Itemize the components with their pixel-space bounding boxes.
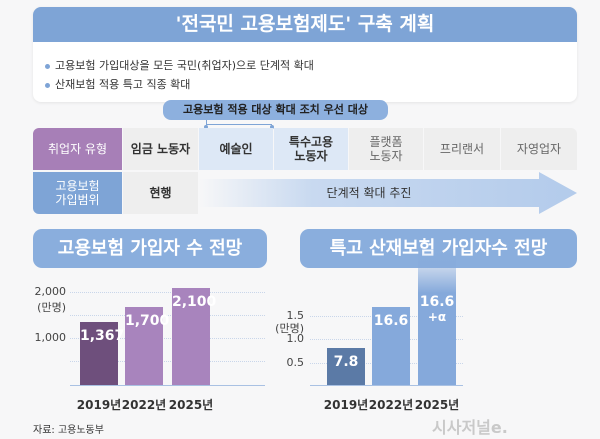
- bar-label: 16.6: [419, 294, 455, 310]
- y-unit: (만명): [37, 301, 66, 314]
- bar-label: 1,700: [125, 312, 170, 329]
- current-cell: 현행: [123, 172, 198, 214]
- type-cell: 프리랜서: [424, 128, 500, 170]
- plan-panel: '전국민 고용보험제도' 구축 계획 고용보험 가입대상을 모든 국민(취업자)…: [33, 7, 577, 102]
- y-tick: 2,000: [34, 285, 67, 298]
- bar-label: 2,100: [172, 294, 217, 311]
- bar: 16.6: [372, 306, 410, 385]
- y-tick: 1.0: [286, 332, 305, 345]
- x-tick: 2019년: [76, 398, 122, 412]
- gridline: [70, 361, 265, 362]
- watermark: 시사저널e.: [432, 418, 508, 437]
- bullet-item: 고용보험 가입대상을 모든 국민(취업자)으로 단계적 확대: [45, 57, 314, 73]
- bar-label: 1,367: [80, 328, 125, 345]
- expansion-arrow: [199, 172, 577, 214]
- type-cell: 자영업자: [501, 128, 577, 170]
- connector: [206, 120, 207, 125]
- bar-extra-label: +α: [427, 310, 447, 324]
- type-cell: 예술인: [199, 128, 273, 170]
- type-cell: 플랫폼 노동자: [349, 128, 423, 170]
- bar-label: 16.6: [373, 312, 409, 329]
- x-tick: 2022년: [121, 398, 167, 412]
- x-axis: [70, 385, 265, 386]
- x-tick: 2022년: [368, 398, 414, 412]
- connector-dot: [270, 125, 274, 129]
- bullet-item: 산재보험 적용 특고 직종 확대: [45, 76, 190, 92]
- connector: [206, 124, 272, 125]
- bar: 16.6 +α: [418, 248, 456, 385]
- y-tick: 0.5: [286, 356, 305, 369]
- bar-label: 7.8: [333, 354, 359, 371]
- bar: 2,100: [172, 288, 217, 385]
- row-header-scope: 고용보험 가입범위: [33, 172, 122, 214]
- gridline: [70, 315, 265, 316]
- gridline: [70, 292, 265, 293]
- priority-label: 고용보험 적용 대상 확대 조치 우선 대상: [163, 100, 388, 120]
- x-tick: 2019년: [323, 398, 369, 412]
- y-tick: 1.5: [286, 309, 305, 322]
- row-header-type: 취업자 유형: [33, 128, 122, 170]
- y-tick: 1,000: [34, 331, 67, 344]
- x-axis: [310, 385, 463, 386]
- plan-title: '전국민 고용보험제도' 구축 계획: [33, 7, 577, 42]
- bar: 7.8: [327, 348, 365, 385]
- bar: 1,367: [80, 322, 125, 385]
- type-cell: 특수고용 노동자: [274, 128, 348, 170]
- gridline: [70, 338, 265, 339]
- x-tick: 2025년: [414, 398, 460, 412]
- y-unit: (만명): [275, 322, 304, 335]
- expansion-label: 단계적 확대 추진: [326, 186, 412, 200]
- bar: 1,700: [125, 306, 170, 385]
- type-cell: 임금 노동자: [123, 128, 198, 170]
- chart1-title: 고용보험 가입자 수 전망: [33, 229, 267, 268]
- source-note: 자료: 고용노동부: [33, 425, 104, 436]
- x-tick: 2025년: [168, 398, 214, 412]
- connector-dot: [204, 125, 208, 129]
